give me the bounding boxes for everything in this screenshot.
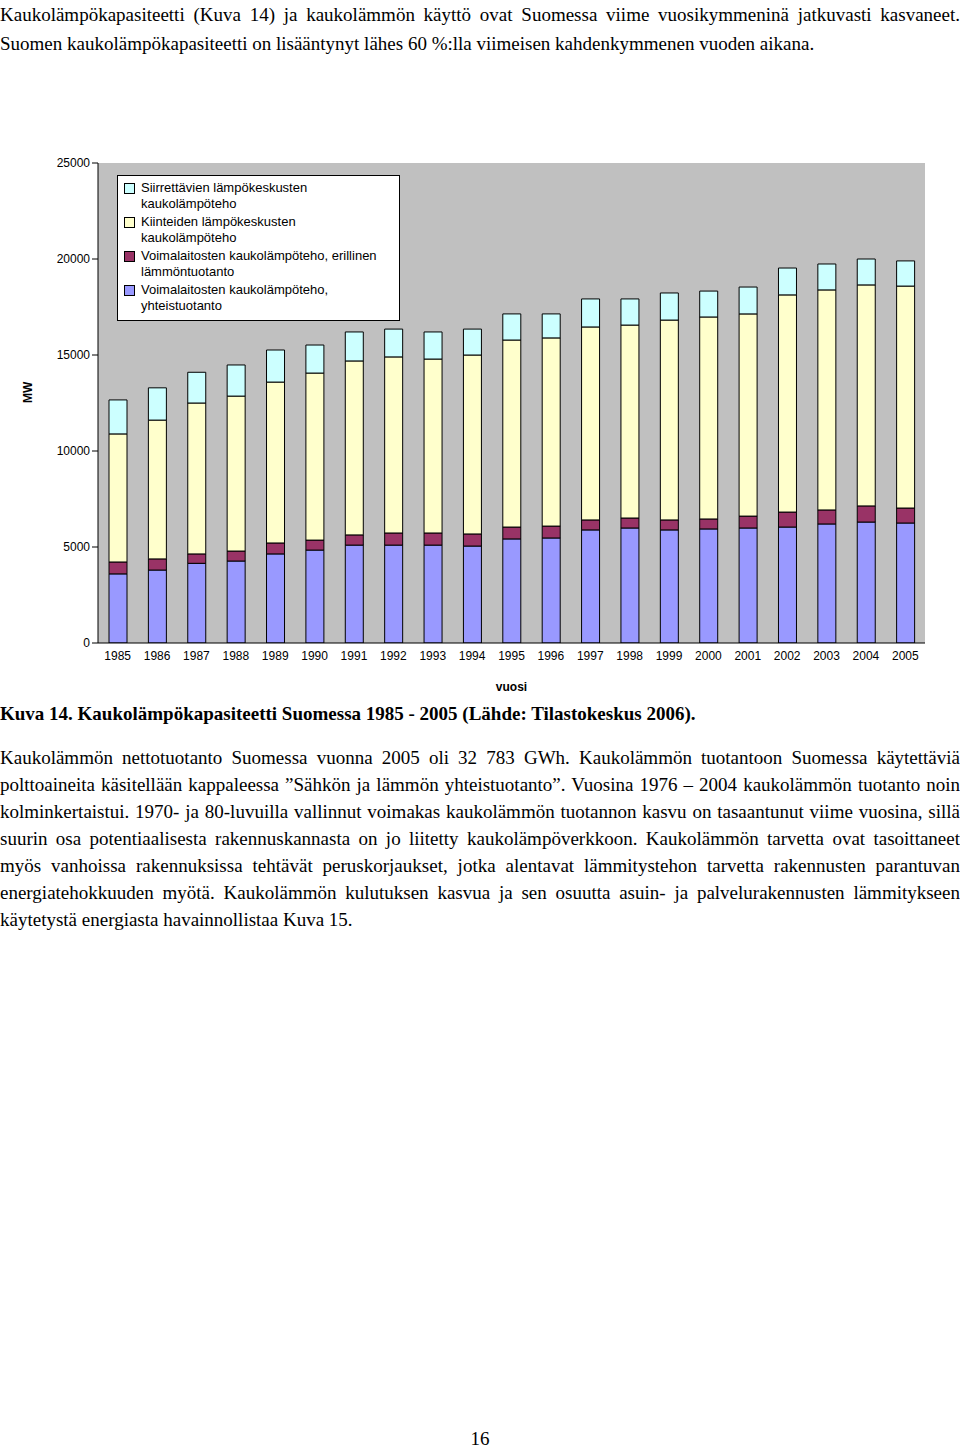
svg-text:1992: 1992 — [380, 649, 407, 663]
html-text:16: 16 — [470, 1428, 490, 1449]
svg-text:5000: 5000 — [63, 540, 90, 554]
svg-text:15000: 15000 — [57, 348, 91, 362]
html-text:Siirrettävien lämpökeskusten k: Siirrettävien lämpökeskusten kaukolämpöt… — [141, 180, 308, 211]
svg-text:0: 0 — [83, 636, 90, 650]
html-text:Voimalaitosten kaukolämpöteho,: Voimalaitosten kaukolämpöteho, erillinen… — [141, 248, 377, 279]
svg-text:10000: 10000 — [57, 444, 91, 458]
svg-text:20000: 20000 — [57, 252, 91, 266]
svg-text:1985: 1985 — [104, 649, 131, 663]
svg-text:MW: MW — [21, 381, 35, 403]
svg-text:1995: 1995 — [498, 649, 525, 663]
svg-text:2004: 2004 — [853, 649, 880, 663]
svg-text:1989: 1989 — [262, 649, 289, 663]
svg-text:1990: 1990 — [301, 649, 328, 663]
svg-text:25000: 25000 — [57, 156, 91, 170]
svg-text:2005: 2005 — [892, 649, 919, 663]
svg-text:2001: 2001 — [734, 649, 761, 663]
svg-text:2002: 2002 — [774, 649, 801, 663]
html-text:Kiinteiden lämpökeskusten kauk: Kiinteiden lämpökeskusten kaukolämpöteho — [141, 214, 296, 245]
svg-text:1997: 1997 — [577, 649, 604, 663]
svg-text:2000: 2000 — [695, 649, 722, 663]
svg-text:1987: 1987 — [183, 649, 210, 663]
html-text:Voimalaitosten kaukolämpöteho,: Voimalaitosten kaukolämpöteho, yhteistuo… — [141, 282, 329, 313]
svg-text:2003: 2003 — [813, 649, 840, 663]
svg-text:1994: 1994 — [459, 649, 486, 663]
svg-text:1986: 1986 — [144, 649, 171, 663]
svg-text:1988: 1988 — [222, 649, 249, 663]
svg-text:vuosi: vuosi — [496, 680, 527, 694]
svg-text:1998: 1998 — [616, 649, 643, 663]
svg-text:1999: 1999 — [656, 649, 683, 663]
html-text:Kaukolämpökapasiteetti (Kuva 1: Kaukolämpökapasiteetti (Kuva 14) ja kauk… — [0, 4, 960, 54]
svg-text:1996: 1996 — [538, 649, 565, 663]
html-text:Kuva 14. Kaukolämpökapasiteett: Kuva 14. Kaukolämpökapasiteetti Suomessa… — [0, 703, 696, 724]
svg-text:1991: 1991 — [341, 649, 368, 663]
html-text:Kaukolämmön nettotuotanto Suom: Kaukolämmön nettotuotanto Suomessa vuonn… — [0, 747, 960, 930]
svg-text:1993: 1993 — [419, 649, 446, 663]
